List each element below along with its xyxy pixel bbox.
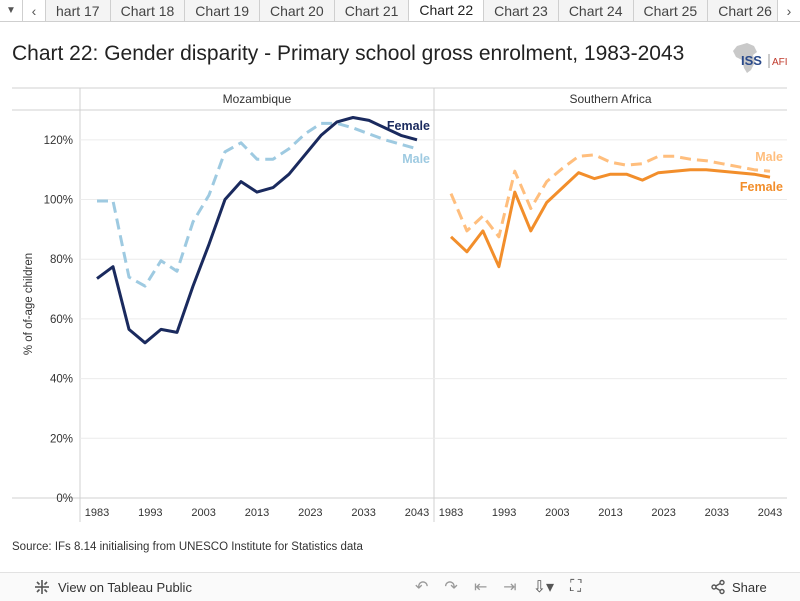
view-label: View on Tableau Public	[58, 579, 192, 595]
x-tick-label: 2013	[245, 507, 269, 519]
series-line-mozambique-female	[96, 116, 418, 345]
chart: 0% 20% 40% 60% 80% 100% 120% % of of-age childr…	[12, 87, 787, 522]
y-axis-label: % of of-age children	[23, 253, 35, 355]
x-tick-label: 2043	[758, 507, 782, 519]
page-title: Chart 22: Gender disparity - Primary sch…	[12, 42, 685, 65]
y-tick-label: 60%	[50, 314, 73, 326]
y-tick-label: 100%	[44, 195, 73, 207]
source-note: Source: IFs 8.14 initialising from UNESC…	[12, 541, 363, 553]
share-icon	[711, 579, 725, 595]
x-tick-label: 2023	[298, 507, 322, 519]
x-tick-label: 2013	[598, 507, 622, 519]
x-tick-label: 2033	[705, 507, 729, 519]
y-tick-label: 120%	[44, 135, 73, 147]
tab-chart-24[interactable]: Chart 24	[557, 0, 633, 21]
forward-icon[interactable]: ⇥	[503, 579, 517, 596]
x-tick-label: 1983	[439, 507, 463, 519]
panel-title: Mozambique	[223, 92, 292, 106]
tab-chart-19[interactable]: Chart 19	[184, 0, 259, 21]
tab-chart-25[interactable]: Chart 25	[632, 0, 708, 21]
y-tick-label: 20%	[50, 433, 73, 445]
x-tick-label: 2033	[351, 507, 375, 519]
tab-hart-17[interactable]: hart 17	[45, 0, 110, 21]
y-tick-label: 80%	[50, 254, 73, 266]
tab-chart-20[interactable]: Chart 20	[259, 0, 334, 21]
chevron-left-icon[interactable]: ‹	[22, 0, 45, 21]
x-tick-label: 2003	[545, 507, 569, 519]
redo-icon[interactable]: ↷	[444, 579, 458, 596]
x-tick-label: 2043	[405, 507, 429, 519]
logo-suffix: AFI	[772, 57, 788, 68]
logo-text: ISS	[741, 53, 762, 68]
x-tick-label: 1993	[138, 507, 162, 519]
chevron-right-icon[interactable]: ›	[777, 0, 800, 21]
x-tick-label: 2003	[191, 507, 215, 519]
x-tick-label: 1993	[492, 507, 516, 519]
sheet-tabs: hart 17 Chart 18 Chart 19 Chart 20 Chart 21 C…	[45, 0, 777, 21]
tab-chart-22[interactable]: Chart 22	[408, 0, 484, 21]
share-label: Share	[732, 579, 767, 595]
fullscreen-icon[interactable]: ⛶	[570, 578, 582, 595]
tableau-icon	[35, 580, 49, 594]
panel-title: Southern Africa	[569, 92, 651, 106]
tab-chart-23[interactable]: Chart 23	[483, 0, 558, 21]
footer-toolbar: View on Tableau Public ↶ ↷ ⇤ ⇥ ⇩▾ ⛶ Shar…	[0, 572, 800, 601]
africa-map-icon	[733, 43, 757, 73]
tab-chart-26[interactable]: Chart 26	[707, 0, 777, 21]
series-label-male: Male	[402, 152, 430, 166]
undo-icon[interactable]: ↶	[415, 579, 429, 596]
toolbar-icons: ↶ ↷ ⇤ ⇥ ⇩▾ ⛶	[415, 573, 581, 601]
x-tick-label: 2023	[651, 507, 675, 519]
iss-afi-logo: ISS AFI	[733, 43, 788, 73]
tab-chart-18[interactable]: Chart 18	[109, 0, 185, 21]
dropdown-triangle-icon[interactable]: ▼	[6, 5, 16, 16]
share-button[interactable]: Share	[710, 573, 767, 601]
series-label-male: Male	[755, 150, 783, 164]
series-line-mozambique-male	[97, 121, 418, 288]
y-tick-label: 0%	[56, 493, 73, 505]
tab-bar: ▼ ‹ hart 17 Chart 18 Chart 19 Chart 20 Chart…	[0, 0, 800, 22]
series-line-southern-africa-female	[449, 168, 771, 269]
revert-icon[interactable]: ⇤	[473, 579, 488, 596]
download-icon[interactable]: ⇩▾	[532, 579, 555, 596]
view-on-tableau-link[interactable]: View on Tableau Public	[34, 579, 192, 595]
y-tick-label: 40%	[50, 374, 73, 386]
x-tick-label: 1983	[85, 507, 109, 519]
series-label-female: Female	[387, 119, 430, 133]
series-line-southern-africa-male	[449, 153, 771, 239]
tab-chart-21[interactable]: Chart 21	[333, 0, 409, 21]
series-label-female: Female	[740, 180, 783, 194]
